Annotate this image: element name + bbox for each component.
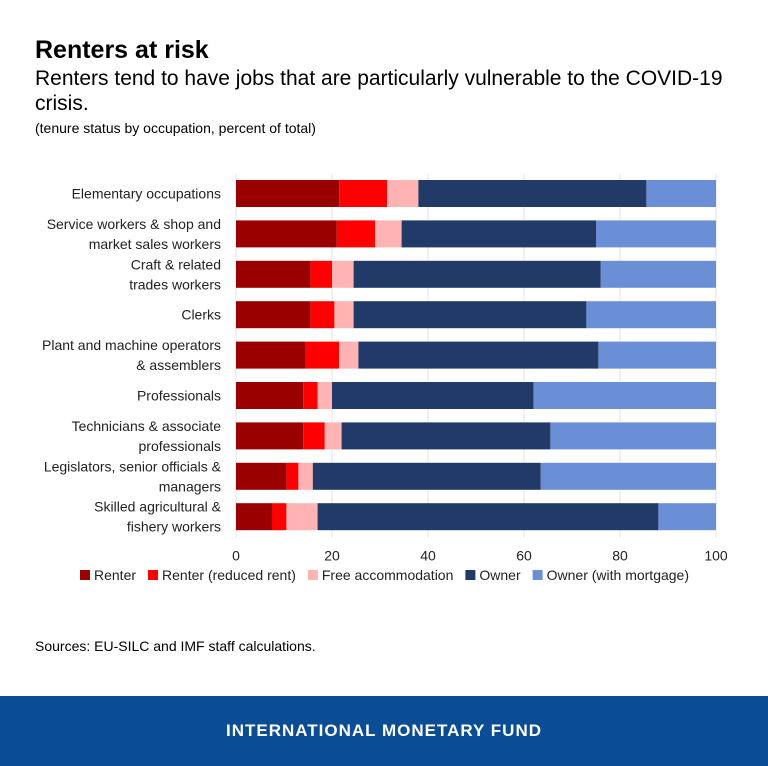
category-label: Elementary occupations <box>72 186 221 202</box>
bar-segment <box>236 382 304 409</box>
category-label: Plant and machine operators <box>42 337 221 353</box>
bar-segment <box>236 462 287 490</box>
chart-subtitle: Renters tend to have jobs that are parti… <box>35 67 723 115</box>
bar-segment <box>317 382 332 409</box>
legend-label: Owner (with mortgage) <box>547 567 689 583</box>
bar-segment <box>236 503 272 531</box>
bar-segment <box>658 503 716 531</box>
bar-segment <box>418 180 647 207</box>
category-label: fishery workers <box>127 519 221 535</box>
x-tick-label: 60 <box>516 548 532 564</box>
legend-swatch <box>80 570 90 580</box>
bar-segment <box>236 301 311 329</box>
bar-segment <box>341 422 551 450</box>
bar-segment <box>339 180 388 207</box>
category-label: Professionals <box>137 388 221 404</box>
bar-segment <box>317 503 659 531</box>
bar-segment <box>310 301 335 329</box>
bar-segment <box>303 422 325 450</box>
bar-segment <box>598 341 716 369</box>
legend-label: Free accommodation <box>322 567 454 583</box>
legend-label: Renter <box>94 567 136 583</box>
footer-bar: INTERNATIONAL MONETARY FUND <box>0 696 768 766</box>
category-label: Technicians & associate <box>72 418 222 434</box>
bar-segment <box>600 260 716 288</box>
bar-segment <box>303 382 318 409</box>
category-label: Clerks <box>181 307 221 323</box>
bar-segment <box>387 180 419 207</box>
category-label: Service workers & shop and <box>47 216 221 232</box>
bar-segment <box>401 220 596 248</box>
bar-segment <box>236 341 306 369</box>
bar-segment <box>540 462 716 490</box>
bar-segment <box>339 341 359 369</box>
bar-segment <box>596 220 716 248</box>
bar-segment <box>353 301 587 329</box>
bar-segment <box>646 180 716 207</box>
bar-segment <box>324 422 342 450</box>
legend-swatch <box>148 570 159 580</box>
category-label: market sales workers <box>89 236 221 252</box>
bar-segment <box>586 301 716 329</box>
source-note: Sources: EU-SILC and IMF staff calculati… <box>35 638 316 654</box>
chart-note: (tenure status by occupation, percent of… <box>35 120 316 136</box>
category-label: Legislators, senior officials & <box>44 458 222 474</box>
legend-swatch <box>532 570 543 580</box>
bar-segment <box>305 341 340 369</box>
bar-segment <box>332 382 534 409</box>
bar-segment <box>332 260 354 288</box>
category-label: managers <box>159 478 221 494</box>
bar-segment <box>334 301 354 329</box>
chart-title: Renters at risk <box>35 36 209 64</box>
bar-segment <box>312 462 541 490</box>
x-tick-label: 80 <box>612 548 628 564</box>
category-label: Skilled agricultural & <box>94 499 221 515</box>
x-tick-label: 100 <box>704 548 728 564</box>
category-label: & assemblers <box>136 357 221 373</box>
bar-segment <box>550 422 716 450</box>
x-tick-label: 40 <box>420 548 436 564</box>
bar-segment <box>236 220 337 248</box>
bar-segment <box>236 260 311 288</box>
category-label: Craft & related <box>131 256 221 272</box>
bar-segment <box>236 180 340 207</box>
category-label: professionals <box>139 438 222 454</box>
bar-segment <box>358 341 599 369</box>
legend-swatch <box>307 570 318 580</box>
bar-segment <box>272 503 287 531</box>
legend-label: Renter (reduced rent) <box>162 567 296 583</box>
bar-segment <box>236 422 304 450</box>
legend-label: Owner <box>479 567 521 583</box>
stacked-bar-chart: Elementary occupations Service workers & … <box>42 174 728 583</box>
bar-segment <box>375 220 402 248</box>
category-label: trades workers <box>129 276 221 292</box>
bar-segment <box>336 220 376 248</box>
bar-segment <box>310 260 332 288</box>
footer-logo-text: INTERNATIONAL MONETARY FUND <box>226 721 542 740</box>
bar-segment <box>286 462 299 490</box>
x-tick-label: 20 <box>324 548 340 564</box>
bar-segment <box>353 260 601 288</box>
bar-segment <box>533 382 716 409</box>
bar-segment <box>298 462 313 490</box>
bar-segment <box>286 503 318 531</box>
x-tick-label: 0 <box>232 548 240 564</box>
legend-swatch <box>465 570 476 580</box>
